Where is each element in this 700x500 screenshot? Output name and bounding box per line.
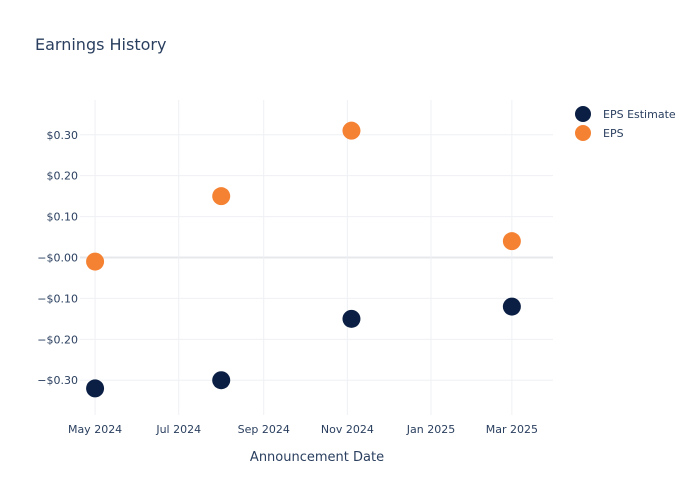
x-tick-label: Mar 2025 bbox=[486, 423, 538, 436]
x-axis-label: Announcement Date bbox=[250, 450, 384, 465]
x-axis-ticks: May 2024 Jul 2024 Sep 2024 Nov 2024 Jan 2025… bbox=[68, 423, 538, 436]
x-tick-label: Jul 2024 bbox=[155, 423, 201, 436]
y-tick-label: $0.20 bbox=[47, 170, 79, 183]
data-point-eps[interactable] bbox=[342, 121, 361, 140]
x-tick-label: Jan 2025 bbox=[406, 423, 455, 436]
data-point-eps-estimate[interactable] bbox=[342, 309, 361, 328]
y-tick-label: −$0.00 bbox=[37, 252, 78, 265]
y-tick-label: −$0.30 bbox=[37, 374, 78, 387]
legend-label: EPS bbox=[603, 127, 624, 140]
data-points bbox=[86, 121, 521, 398]
y-tick-label: $0.10 bbox=[47, 211, 79, 224]
legend-item[interactable]: EPS bbox=[575, 125, 624, 141]
y-axis-ticks: $0.30 $0.20 $0.10 −$0.00 −$0.10 −$0.20 −$0.30 bbox=[37, 129, 78, 387]
data-point-eps-estimate[interactable] bbox=[212, 371, 231, 390]
data-point-eps-estimate[interactable] bbox=[502, 297, 521, 316]
data-point-eps-estimate[interactable] bbox=[86, 379, 105, 398]
y-tick-label: −$0.10 bbox=[37, 292, 78, 305]
gridlines bbox=[80, 100, 553, 415]
x-tick-label: May 2024 bbox=[68, 423, 122, 436]
legend-marker bbox=[575, 125, 591, 141]
data-point-eps[interactable] bbox=[212, 187, 231, 206]
legend[interactable]: EPS Estimate EPS bbox=[575, 106, 676, 141]
data-point-eps[interactable] bbox=[86, 252, 105, 271]
y-tick-label: $0.30 bbox=[47, 129, 79, 142]
legend-label: EPS Estimate bbox=[603, 108, 676, 121]
y-tick-label: −$0.20 bbox=[37, 333, 78, 346]
data-point-eps[interactable] bbox=[502, 232, 521, 251]
chart-title: Earnings History bbox=[35, 35, 166, 54]
legend-marker bbox=[575, 106, 591, 122]
x-tick-label: Nov 2024 bbox=[321, 423, 374, 436]
x-tick-label: Sep 2024 bbox=[238, 423, 290, 436]
legend-item[interactable]: EPS Estimate bbox=[575, 106, 676, 122]
